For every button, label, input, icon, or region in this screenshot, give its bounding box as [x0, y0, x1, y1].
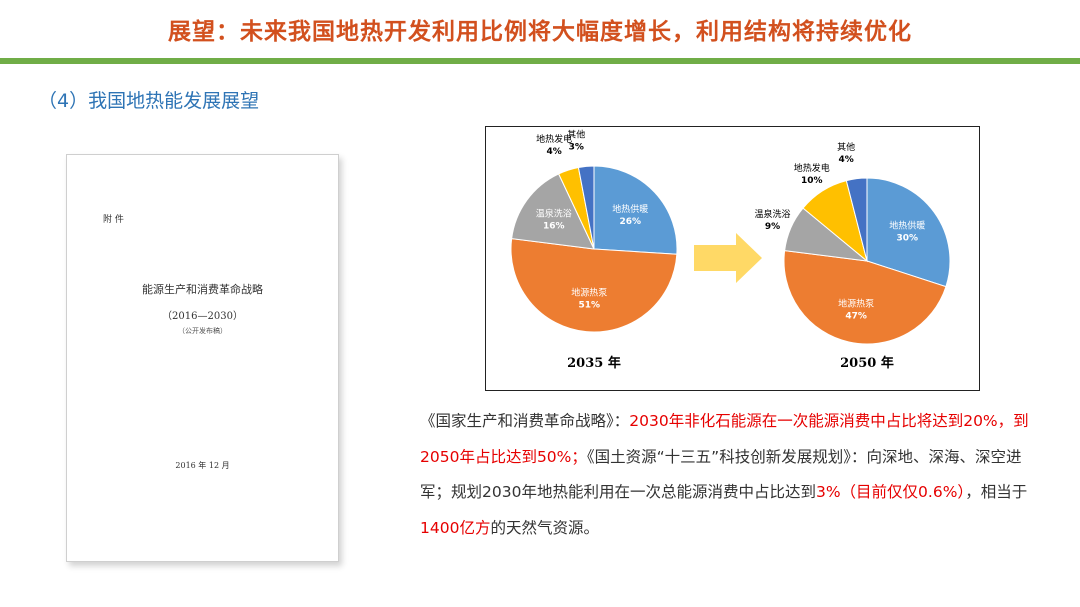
- para-target-share: 3%: [815, 483, 841, 501]
- slice-category-label: 地热发电: [536, 133, 572, 145]
- slice-value-label: 4%: [547, 147, 562, 157]
- doc-years: （2016—2030）: [162, 311, 243, 322]
- para-gas-amount: 1400亿方: [420, 518, 491, 537]
- pie-slice: [783, 250, 947, 345]
- header-divider: [0, 58, 1080, 64]
- slice-category-label: 地源热泵: [571, 287, 607, 299]
- para-target-2050: 2030年非化石能源在一次能源消费中占比将达到20%，到2050年占比达到50%…: [420, 412, 1029, 466]
- slice-value-label: 3%: [569, 142, 584, 152]
- pie-slice: [511, 173, 595, 250]
- pie-slice: [577, 165, 595, 250]
- slice-category-label: 其他: [837, 141, 855, 153]
- slice-category-label: 地热供暖: [612, 203, 648, 215]
- slice-value-label: 26%: [620, 217, 642, 227]
- para-end: 的天然气资源。: [490, 518, 599, 537]
- slice-value-label: 30%: [897, 234, 919, 244]
- slice-category-label: 其他: [567, 128, 585, 140]
- pie-caption: 2050 年: [840, 355, 894, 371]
- arrow-right-icon: [694, 233, 762, 283]
- slice-category-label: 地热发电: [794, 162, 830, 174]
- pie-charts-figure: 地热供暖 26% 地源热泵 51% 温泉洗浴 16% 地热发电 4% 其他 3% 2035 年 地热供…: [485, 126, 980, 391]
- description-paragraph: 《国家生产和消费革命战略》：2030年非化石能源在一次能源消费中占比将达到20%…: [420, 404, 1050, 546]
- pie-charts-svg: 地热供暖 26% 地源热泵 51% 温泉洗浴 16% 地热发电 4% 其他 3% 2035 年 地热供…: [510, 128, 951, 371]
- para-equivalent: ，相当于: [965, 483, 1028, 501]
- document-cover-image: 附 件 能源生产和消费革命战略 （2016—2030） （公开发布稿） 2016…: [66, 154, 339, 562]
- slice-value-label: 16%: [543, 222, 565, 232]
- header: 展望：未来我国地热开发利用比例将大幅度增长，利用结构将持续优化: [0, 0, 1080, 58]
- doc-date: 2016 年 12 月: [175, 461, 230, 470]
- slice-category-label: 温泉洗浴: [754, 208, 790, 220]
- page-title: 展望：未来我国地热开发利用比例将大幅度增长，利用结构将持续优化: [168, 19, 912, 45]
- pie-slice: [845, 177, 868, 262]
- slice-value-label: 4%: [838, 155, 853, 165]
- pie-slice: [510, 238, 678, 333]
- section-subtitle: （4）我国地热能发展展望: [38, 90, 260, 112]
- slice-value-label: 10%: [801, 176, 823, 186]
- slice-category-label: 温泉洗浴: [536, 208, 572, 220]
- para-source-1: 《国家生产和消费革命战略》：: [420, 412, 630, 430]
- pie-slice: [866, 177, 951, 288]
- slice-value-label: 9%: [765, 222, 780, 232]
- pie-caption: 2035 年: [567, 355, 621, 371]
- para-current-share: （目前仅仅0.6%）: [840, 483, 966, 501]
- doc-title: 能源生产和消费革命战略: [142, 283, 263, 296]
- slice-value-label: 51%: [579, 301, 601, 311]
- slice-category-label: 地热供暖: [889, 220, 925, 232]
- doc-note: （公开发布稿）: [178, 327, 227, 335]
- slice-value-label: 47%: [845, 312, 867, 322]
- pie-slice: [593, 165, 678, 255]
- para-source-2: 《国土资源“十三五”科技创新发展规划》：向深地、深海、深空进军；规划2030年地…: [420, 447, 1022, 502]
- doc-attachment-label: 附 件: [103, 215, 124, 225]
- slice-category-label: 地源热泵: [838, 298, 874, 310]
